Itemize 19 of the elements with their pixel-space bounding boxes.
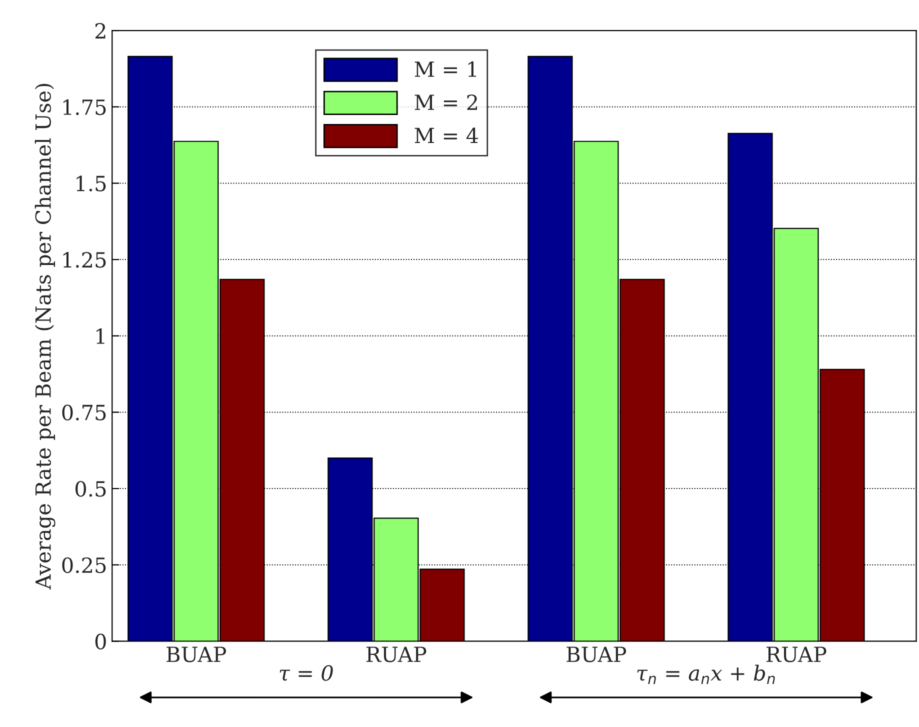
x-tick-label: RUAP — [766, 646, 826, 662]
y-tick-label: 1.75 — [63, 99, 106, 116]
legend-label: M = 2 — [414, 94, 477, 110]
legend-label: M = 4 — [414, 128, 478, 144]
y-tick-label: 2 — [95, 22, 106, 38]
text: τ = 0 — [280, 665, 333, 681]
y-tick-label: 0.75 — [62, 404, 106, 420]
x-tick-label: RUAP — [366, 646, 426, 662]
y-tick-label: 0.25 — [62, 557, 106, 574]
y-tick-label: 1 — [96, 328, 104, 344]
y-tick-label: 0.5 — [76, 480, 106, 497]
y-axis-title: Average Rate per Beam (Nats per Channel Use) — [34, 84, 56, 590]
legend-label: M = 1 — [414, 61, 476, 77]
x-tick-label: BUAP — [566, 646, 626, 662]
y-tick-label: 0 — [95, 634, 106, 650]
text: τ$_{n}$ = a$_{n}$x + b$_{n}$ — [637, 664, 775, 684]
y-tick-label: 1.25 — [63, 252, 106, 268]
y-tick-label: 1.5 — [76, 176, 106, 192]
x-tick-label: BUAP — [166, 646, 226, 662]
